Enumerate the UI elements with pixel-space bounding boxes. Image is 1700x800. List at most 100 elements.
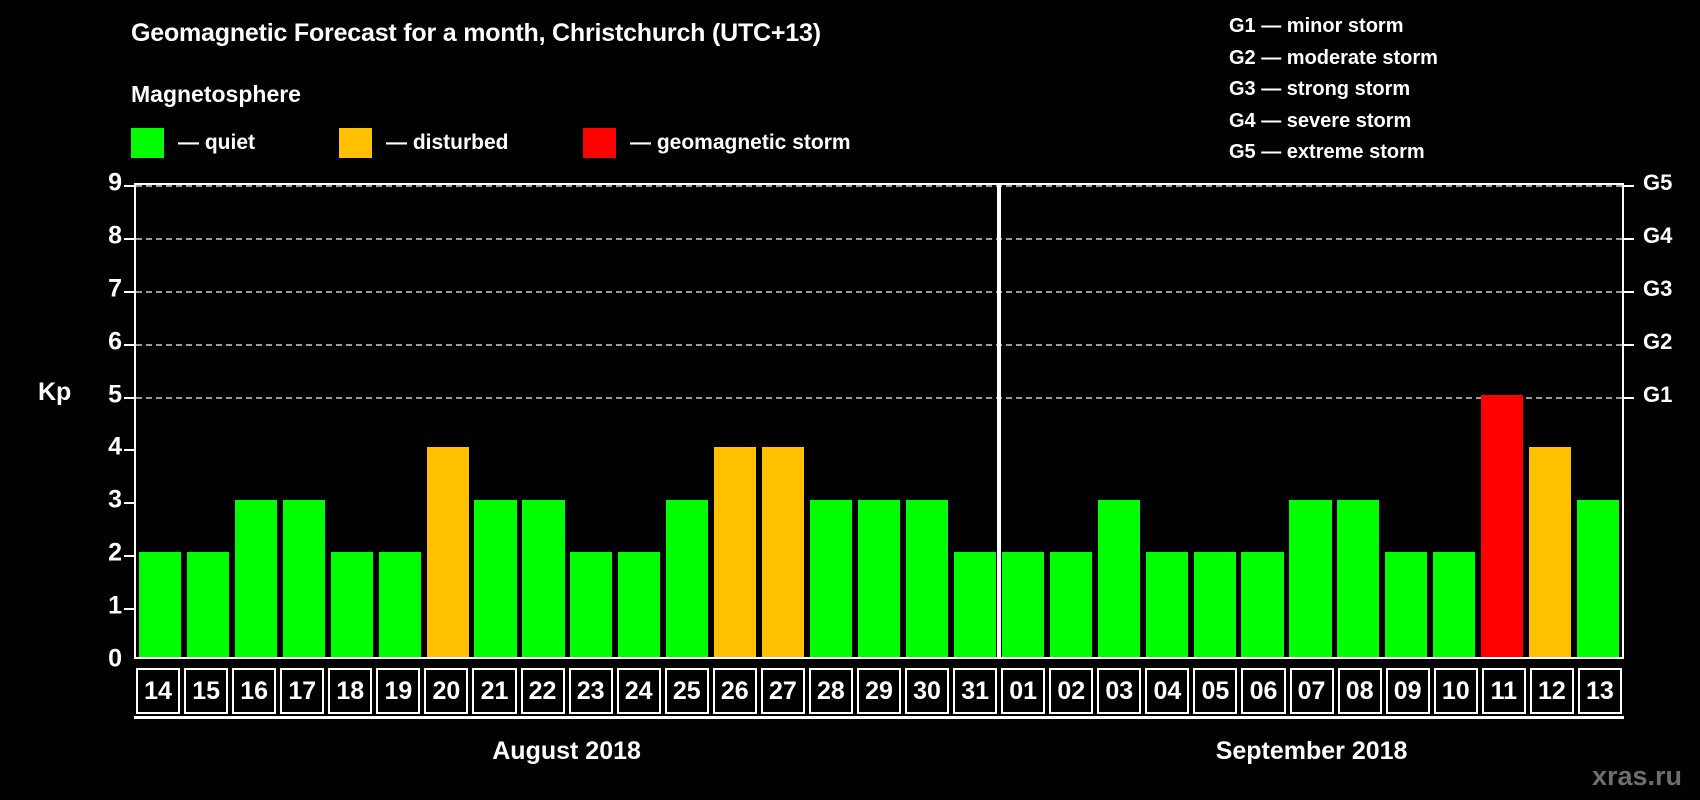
- bar-cell: [1478, 185, 1526, 657]
- bar-cell: [472, 185, 520, 657]
- legend-item-quiet: — quiet: [131, 128, 255, 158]
- day-label-03[interactable]: 03: [1097, 668, 1142, 714]
- day-label-24[interactable]: 24: [616, 668, 661, 714]
- legend-label: — disturbed: [386, 131, 509, 154]
- bar-day-23: [570, 552, 613, 657]
- y-tick-9: 9: [108, 168, 122, 197]
- bar-cell: [1382, 185, 1430, 657]
- day-label-12[interactable]: 12: [1529, 668, 1574, 714]
- gridlines: [124, 185, 1634, 657]
- storm-scale-line-g4: G4 — severe storm: [1229, 109, 1412, 132]
- bar-day-27: [762, 447, 805, 657]
- day-label-14[interactable]: 14: [136, 668, 181, 714]
- day-label-17[interactable]: 17: [280, 668, 325, 714]
- bar-day-24: [618, 552, 661, 657]
- day-label-13[interactable]: 13: [1577, 668, 1622, 714]
- day-label-16[interactable]: 16: [232, 668, 277, 714]
- day-label-30[interactable]: 30: [905, 668, 950, 714]
- bar-cell: [807, 185, 855, 657]
- bar-day-09: [1385, 552, 1428, 657]
- bar-cell: [567, 185, 615, 657]
- g-tick-g3: G3: [1643, 275, 1673, 301]
- bar-day-30: [905, 499, 949, 657]
- bar-day-02: [1049, 552, 1092, 657]
- bar-cell: [999, 185, 1047, 657]
- day-label-06[interactable]: 06: [1241, 668, 1286, 714]
- day-label-05[interactable]: 05: [1193, 668, 1238, 714]
- y-tick-mark-7: [124, 290, 134, 293]
- day-label-26[interactable]: 26: [712, 668, 757, 714]
- magnetosphere-label: Magnetosphere: [131, 81, 301, 107]
- day-label-31[interactable]: 31: [953, 668, 998, 714]
- y-tick-4: 4: [108, 432, 122, 461]
- bar-series: [136, 185, 1622, 657]
- bar-day-21: [474, 499, 517, 657]
- day-label-11[interactable]: 11: [1481, 668, 1526, 714]
- bar-day-01: [1001, 552, 1044, 657]
- y-tick-mark-9: [124, 185, 134, 187]
- y-axis-tick-labels: 0 1 2 3 4 5 6 7 8 9: [78, 169, 122, 673]
- bar-day-22: [522, 499, 565, 657]
- y-tick-6: 6: [108, 327, 122, 356]
- day-label-23[interactable]: 23: [568, 668, 613, 714]
- bar-cell: [1574, 185, 1622, 657]
- bar-day-13: [1577, 499, 1620, 657]
- watermark: xras.ru: [1591, 761, 1682, 791]
- bar-day-12: [1529, 447, 1572, 657]
- day-label-08[interactable]: 08: [1337, 668, 1382, 714]
- y-tick-5: 5: [108, 380, 122, 409]
- g-scale-tick-labels: G5 G4 G3 G2 G1: [1643, 170, 1700, 659]
- bar-day-06: [1241, 552, 1284, 657]
- bar-day-08: [1337, 499, 1380, 657]
- day-label-07[interactable]: 07: [1289, 668, 1334, 714]
- legend-label: — geomagnetic storm: [630, 131, 851, 154]
- bar-day-20: [426, 447, 469, 657]
- bar-cell: [376, 185, 424, 657]
- storm-scale-line-g5: G5 — extreme storm: [1229, 141, 1425, 164]
- day-label-21[interactable]: 21: [472, 668, 517, 714]
- red-square-icon: [583, 128, 616, 158]
- day-strip-baseline: [134, 716, 1624, 719]
- day-label-18[interactable]: 18: [328, 668, 373, 714]
- day-label-25[interactable]: 25: [664, 668, 709, 714]
- bar-day-10: [1433, 552, 1476, 657]
- g-tick-g2: G2: [1643, 328, 1673, 354]
- bar-cell: [328, 185, 376, 657]
- gridline-kp-7: [136, 290, 1622, 293]
- y-tick-mark-1: [124, 608, 134, 611]
- bar-cell: [1334, 185, 1382, 657]
- day-label-strip: 14 15 16 17 18 19 20 21 22 23 24 25 26 27 28 29 30 31 01 02…: [134, 668, 1624, 714]
- day-label-22[interactable]: 22: [520, 668, 565, 714]
- bar-cell: [1047, 185, 1095, 657]
- legend-item-geomagnetic-storm: — geomagnetic storm: [583, 128, 851, 158]
- g-tick-mark-7: [1624, 290, 1634, 293]
- green-square-icon: [131, 128, 164, 158]
- bar-day-05: [1193, 552, 1236, 657]
- day-label-27[interactable]: 27: [760, 668, 805, 714]
- g-tick-g4: G4: [1643, 222, 1673, 248]
- y-tick-0: 0: [108, 644, 122, 673]
- day-label-29[interactable]: 29: [856, 668, 901, 714]
- orange-square-icon: [339, 128, 372, 158]
- y-tick-3: 3: [108, 485, 122, 514]
- day-label-04[interactable]: 04: [1145, 668, 1190, 714]
- day-label-09[interactable]: 09: [1385, 668, 1430, 714]
- y-tick-mark-5: [124, 396, 134, 399]
- day-label-02[interactable]: 02: [1049, 668, 1094, 714]
- day-label-01[interactable]: 01: [1001, 668, 1046, 714]
- day-label-15[interactable]: 15: [184, 668, 229, 714]
- day-label-10[interactable]: 10: [1433, 668, 1478, 714]
- page-title: Geomagnetic Forecast for a month, Christ…: [131, 19, 821, 47]
- bar-day-03: [1097, 499, 1140, 657]
- bar-cell: [1430, 185, 1478, 657]
- bar-cell: [520, 185, 568, 657]
- day-label-20[interactable]: 20: [424, 668, 469, 714]
- day-label-28[interactable]: 28: [808, 668, 853, 714]
- g-tick-mark-6: [1624, 343, 1634, 346]
- y-tick-8: 8: [108, 221, 122, 250]
- bar-cell: [1191, 185, 1239, 657]
- y-tick-mark-2: [124, 555, 134, 558]
- bar-cell: [1526, 185, 1574, 657]
- day-label-19[interactable]: 19: [376, 668, 421, 714]
